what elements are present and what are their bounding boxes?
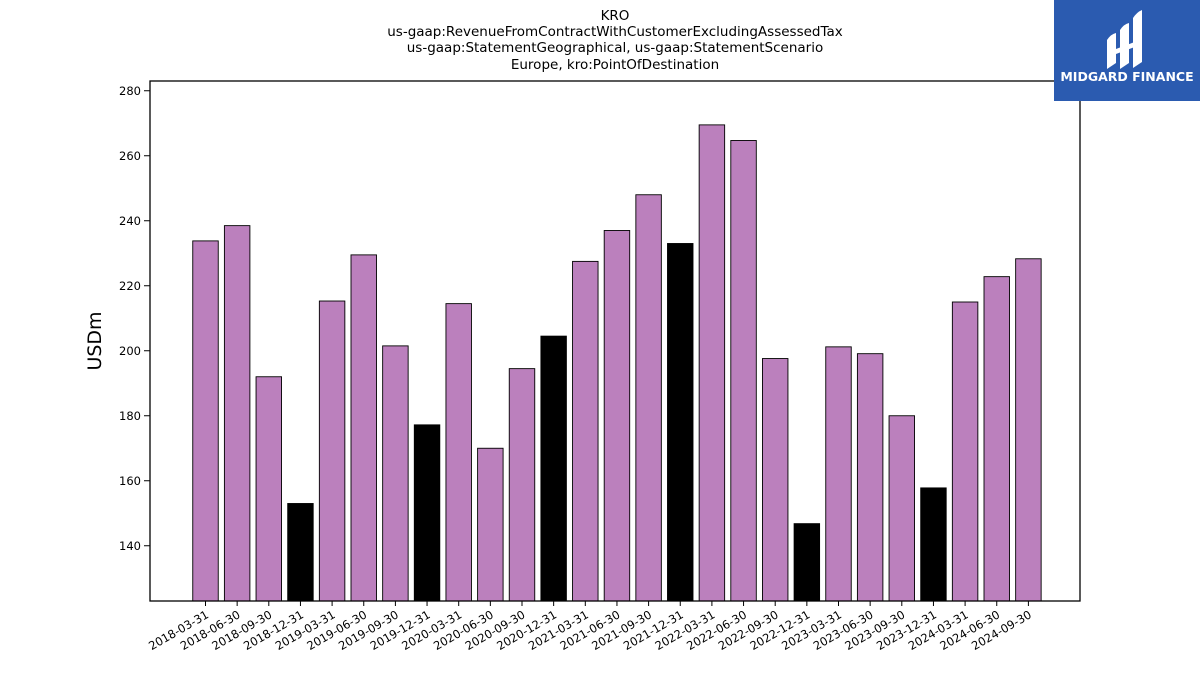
bar-2019-09-30 <box>382 345 409 602</box>
bar-2023-09-30 <box>888 415 915 602</box>
y-tick-label: 180 <box>119 409 141 423</box>
plot-frame <box>149 80 1081 602</box>
bar-2022-06-30 <box>730 140 757 602</box>
bar-2021-09-30 <box>635 194 662 602</box>
midgard-finance-logo: MIDGARD FINANCE <box>1054 0 1200 101</box>
bar-2022-12-31 <box>793 523 821 602</box>
bar-2018-03-31 <box>192 240 219 602</box>
chart-title-line-4: Europe, kro:PointOfDestination <box>511 57 719 73</box>
bar-2020-09-30 <box>508 368 536 602</box>
bar-2018-06-30 <box>223 225 251 602</box>
bar-2022-09-30 <box>762 358 789 602</box>
bar-2020-03-31 <box>445 303 472 602</box>
bar-2024-03-31 <box>951 301 979 602</box>
bar-2020-12-31 <box>540 335 567 602</box>
logo-text: MIDGARD FINANCE <box>1060 69 1193 84</box>
y-tick-label: 260 <box>119 149 141 163</box>
bar-2021-06-30 <box>603 230 631 602</box>
bar-2021-12-31 <box>667 243 694 602</box>
chart-title-line-3: us-gaap:StatementGeographical, us-gaap:S… <box>407 40 823 56</box>
bar-2021-03-31 <box>572 260 599 602</box>
y-tick-label: 240 <box>119 214 141 228</box>
bar-2023-12-31 <box>920 487 947 602</box>
bar-2023-06-30 <box>856 353 884 602</box>
bar-2018-09-30 <box>255 376 282 602</box>
bar-2022-03-31 <box>698 124 726 602</box>
bar-2018-12-31 <box>287 503 314 602</box>
bar-2019-03-31 <box>318 300 346 602</box>
bar-2024-06-30 <box>983 276 1010 602</box>
y-tick-label: 220 <box>119 279 141 293</box>
bar-2024-09-30 <box>1015 258 1042 602</box>
x-axis: 2018-03-312018-06-302018-09-302018-12-31… <box>146 601 1034 653</box>
y-tick-label: 280 <box>119 84 141 98</box>
logo-mark-icon <box>1107 10 1142 69</box>
y-axis-label: USDm <box>84 311 106 370</box>
y-tick-label: 160 <box>119 474 141 488</box>
y-tick-label: 140 <box>119 539 141 553</box>
bar-2023-03-31 <box>825 346 852 602</box>
bar-2019-12-31 <box>413 424 441 602</box>
chart-title: KRO us-gaap:RevenueFromContractWithCusto… <box>387 8 843 73</box>
chart-title-line-2: us-gaap:RevenueFromContractWithCustomerE… <box>387 24 843 40</box>
bar-2019-06-30 <box>350 254 377 602</box>
y-axis: 140 160 180 200 220 240 260 280 <box>119 84 150 553</box>
bar-2020-06-30 <box>477 447 504 602</box>
bar-series <box>192 124 1042 602</box>
chart-title-line-1: KRO <box>601 8 630 24</box>
y-tick-label: 200 <box>119 344 141 358</box>
